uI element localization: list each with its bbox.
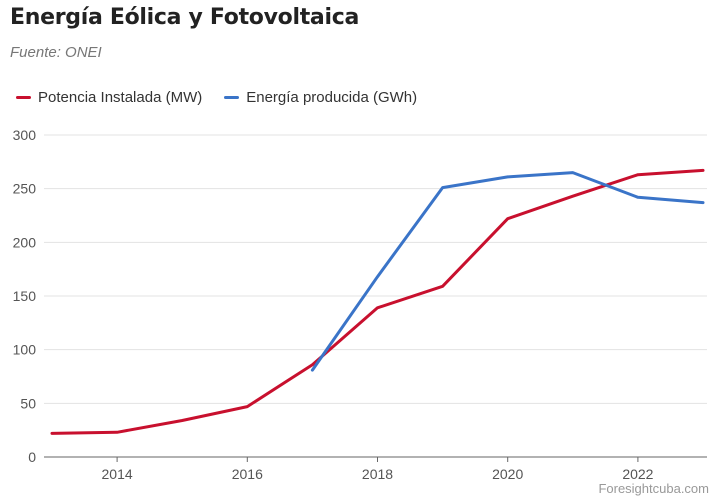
legend-swatch-energia — [224, 96, 240, 99]
y-tick-label-0: 0 — [28, 449, 36, 465]
series-line-potencia-instalada — [50, 168, 705, 435]
y-tick-label-200: 200 — [13, 234, 37, 250]
legend-label-energia: Energía producida (GWh) — [246, 89, 418, 106]
y-tick-label-50: 50 — [20, 395, 36, 411]
y-tick-label-150: 150 — [13, 288, 37, 304]
x-tick-label-2018: 2018 — [362, 466, 393, 482]
y-tick-label-250: 250 — [13, 181, 37, 197]
x-tick-label-2020: 2020 — [492, 466, 523, 482]
x-tick-label-2014: 2014 — [102, 466, 133, 482]
x-tick-label-2016: 2016 — [232, 466, 263, 482]
y-tick-label-100: 100 — [13, 342, 37, 358]
legend-item-energia[interactable]: Energía producida (GWh) — [224, 89, 417, 106]
legend-swatch-potencia — [16, 96, 31, 99]
footer-credit: Foresightcuba.com — [598, 481, 709, 496]
x-tick-label-2022: 2022 — [622, 466, 653, 482]
legend-item-potencia[interactable]: Potencia Instalada (MW) — [16, 89, 202, 106]
y-tick-label-300: 300 — [13, 127, 37, 143]
chart-source: Fuente: ONEI — [10, 44, 102, 61]
series-line-energia-producida — [310, 171, 705, 372]
legend-label-potencia: Potencia Instalada (MW) — [38, 89, 203, 106]
legend: Potencia Instalada (MW) Energía producid… — [16, 89, 439, 106]
chart-title: Energía Eólica y Fotovoltaica — [10, 5, 359, 30]
